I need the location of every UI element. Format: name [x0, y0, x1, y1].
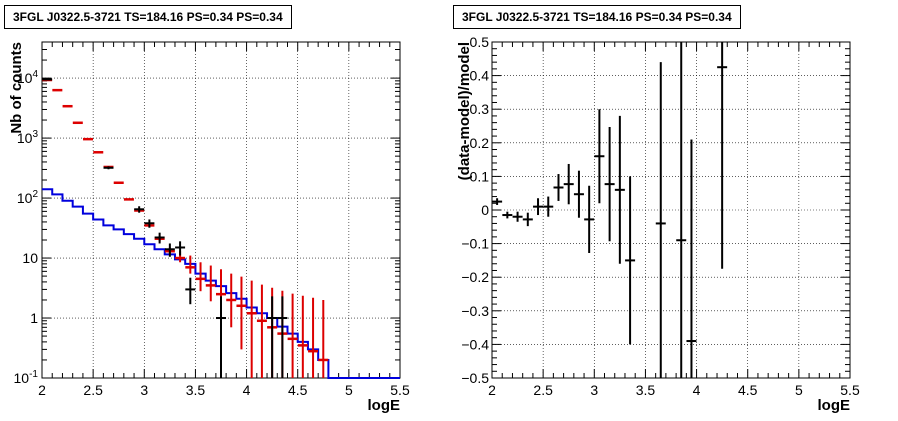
- left-x-tick-label: 4.5: [288, 382, 308, 398]
- right-residual-point: [553, 174, 564, 201]
- left-y-tick-label: 102: [17, 189, 39, 206]
- left-data-point: [144, 219, 155, 228]
- left-y-tick-label: 103: [17, 129, 39, 146]
- right-y-tick-label: −0.2: [461, 269, 489, 285]
- right-residual-point: [614, 115, 625, 264]
- right-x-tick-label: 3: [590, 382, 598, 398]
- left-y-tick-label: 104: [17, 69, 39, 86]
- right-residual-point: [625, 176, 636, 345]
- right-residual-point: [563, 163, 574, 205]
- right-residual-point: [492, 198, 503, 205]
- left-x-tick-label: 5.5: [390, 382, 410, 398]
- right-y-tick-label: 0.5: [470, 34, 490, 50]
- right-residual-point: [543, 196, 554, 217]
- right-residual-point: [676, 42, 687, 378]
- right-residual-point: [584, 185, 595, 254]
- left-data-point: [175, 241, 186, 256]
- right-x-tick-label: 5: [795, 382, 803, 398]
- left-model-point: [318, 299, 329, 378]
- right-y-tick-label: −0.4: [461, 336, 489, 352]
- left-data-point: [277, 296, 288, 378]
- left-model-point: [297, 295, 308, 378]
- right-residual-point: [594, 109, 605, 204]
- left-y-axis-title: Nb of counts: [8, 42, 25, 134]
- right-y-tick-label: 0.2: [470, 135, 490, 151]
- left-x-tick-label: 4: [243, 382, 251, 398]
- right-residual-point: [522, 212, 533, 227]
- right-x-tick-label: 5.5: [840, 382, 860, 398]
- left-model-point: [195, 262, 206, 292]
- right-residual-point: [655, 62, 666, 378]
- left-model-point: [226, 273, 237, 328]
- left-x-tick-label: 2.5: [83, 382, 103, 398]
- left-x-tick-label: 3: [140, 382, 148, 398]
- left-y-tick-label: 10-1: [14, 369, 39, 386]
- left-model-point: [236, 276, 247, 350]
- left-model-point: [185, 255, 196, 274]
- left-model-point: [256, 284, 267, 378]
- right-residual-point: [686, 139, 697, 378]
- right-x-tick-label: 4.5: [738, 382, 758, 398]
- right-x-tick-label: 2: [488, 382, 496, 398]
- left-x-tick-label: 3.5: [186, 382, 206, 398]
- left-x-axis-title: logE: [368, 397, 401, 414]
- right-y-axis-title: (data-model)/model: [456, 42, 473, 180]
- right-chart-title: 3FGL J0322.5-3721 TS=184.16 PS=0.34 PS=0…: [453, 5, 741, 29]
- right-x-axis-title: logE: [818, 397, 851, 414]
- left-data-point: [154, 232, 165, 244]
- right-residual-point: [604, 127, 615, 242]
- left-data-point: [164, 243, 175, 257]
- right-y-tick-label: 0.4: [470, 68, 490, 84]
- left-model-point: [308, 297, 319, 378]
- left-model-point: [287, 293, 298, 378]
- right-y-tick-label: −0.5: [461, 370, 489, 386]
- right-residual-point: [573, 170, 584, 218]
- left-y-tick-label: 10: [22, 250, 38, 266]
- right-x-tick-label: 3.5: [636, 382, 656, 398]
- left-data-point: [267, 296, 278, 378]
- left-model-point: [246, 280, 257, 378]
- left-data-point: [103, 166, 114, 170]
- left-data-point: [134, 206, 145, 213]
- right-y-tick-label: 0: [481, 202, 489, 218]
- right-y-tick-label: −0.1: [461, 236, 489, 252]
- right-x-tick-label: 2.5: [533, 382, 553, 398]
- right-residual-point: [717, 42, 728, 269]
- left-y-tick-label: 1: [30, 310, 38, 326]
- left-chart-title: 3FGL J0322.5-3721 TS=184.16 PS=0.34 PS=0…: [4, 5, 292, 29]
- right-plot-frame: [491, 41, 851, 379]
- right-y-tick-label: 0.1: [470, 168, 490, 184]
- right-x-tick-label: 4: [693, 382, 701, 398]
- right-y-tick-label: −0.3: [461, 303, 489, 319]
- left-x-tick-label: 5: [345, 382, 353, 398]
- left-data-point: [216, 296, 226, 378]
- right-residual-point: [533, 198, 544, 216]
- left-data-point: [185, 277, 196, 305]
- left-model-point: [205, 265, 216, 302]
- left-data-point: [42, 78, 53, 81]
- right-residual-point: [502, 211, 513, 219]
- right-y-tick-label: 0.3: [470, 101, 490, 117]
- left-x-tick-label: 2: [38, 382, 46, 398]
- right-residual-point: [512, 211, 523, 222]
